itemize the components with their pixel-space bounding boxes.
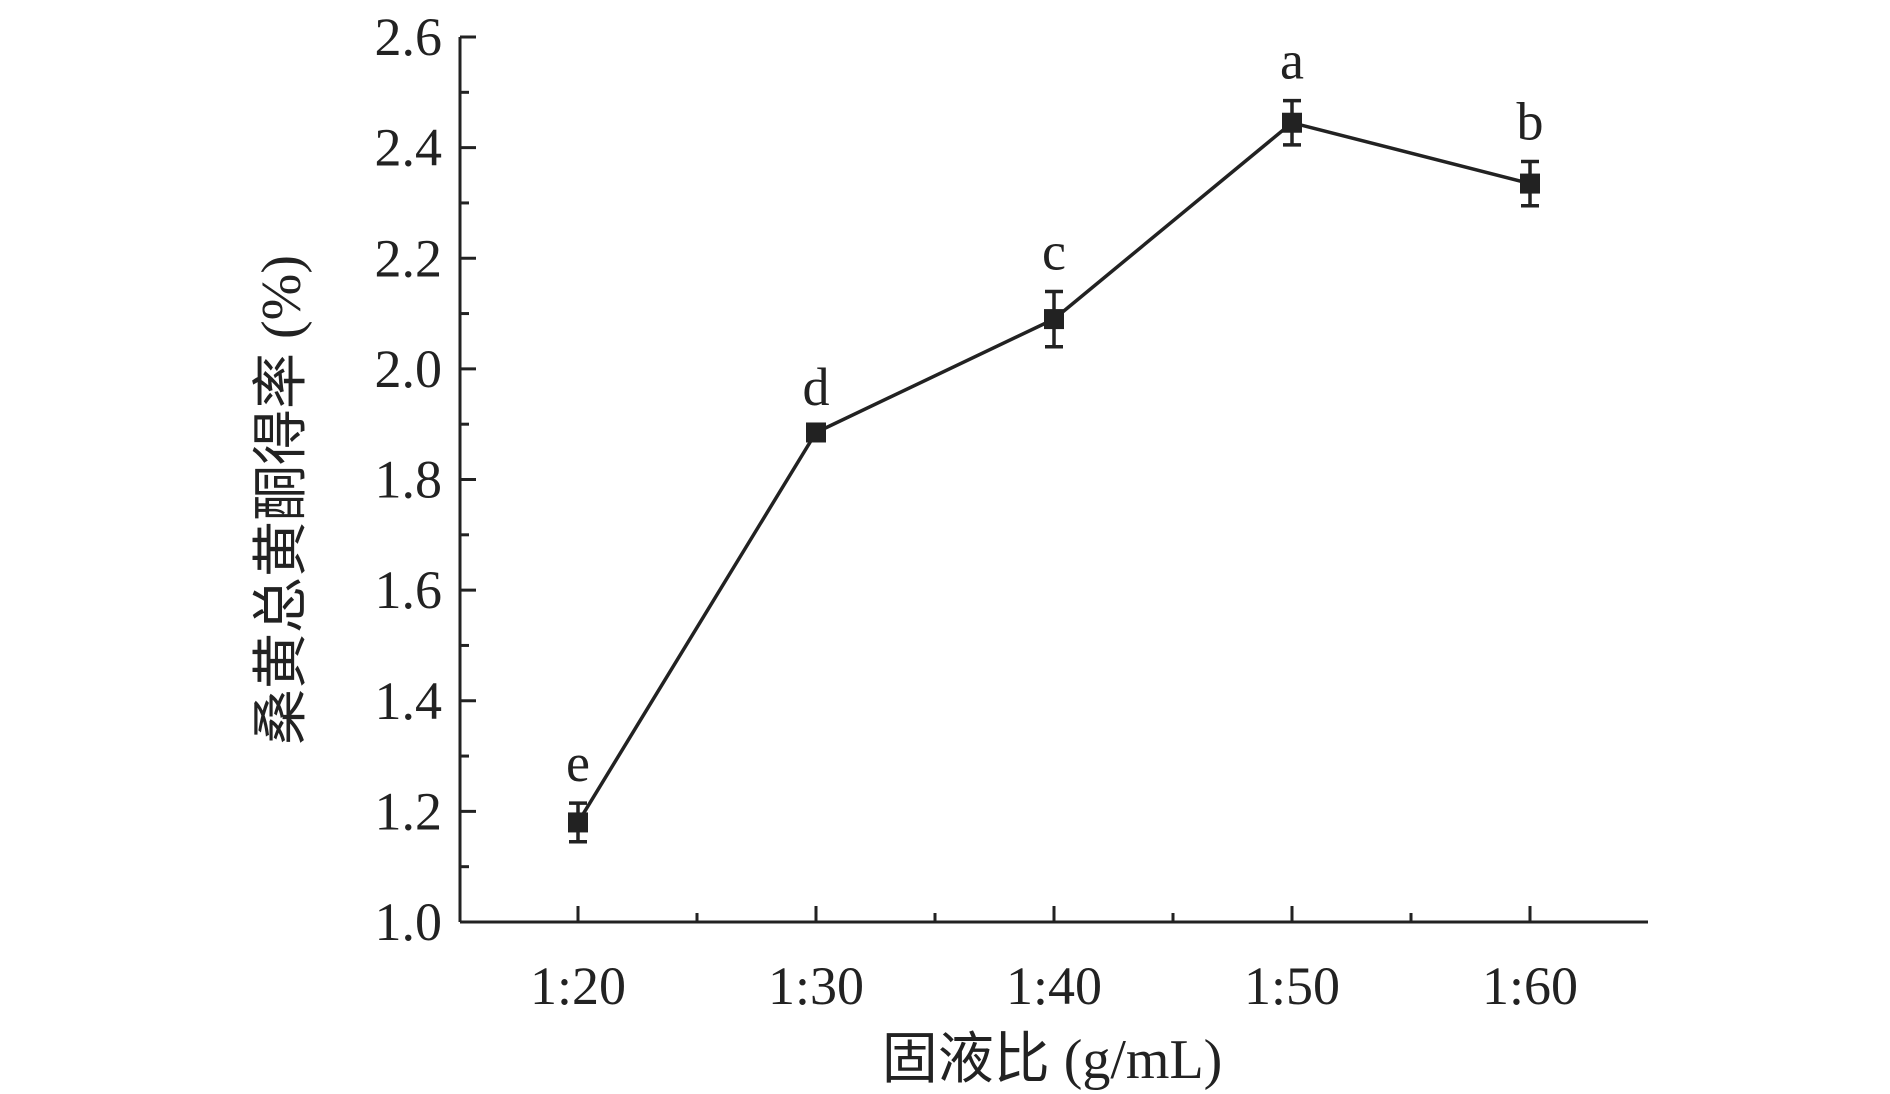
- data-point: [568, 812, 588, 833]
- data-point: [1044, 309, 1064, 330]
- x-tick-label: 1:20: [530, 956, 626, 1016]
- y-tick-label: 1.2: [375, 781, 443, 841]
- significance-label: a: [1280, 31, 1304, 91]
- x-axis-title: 固液比 (g/mL): [882, 1029, 1223, 1091]
- data-point: [806, 422, 826, 443]
- y-tick-label: 2.4: [375, 118, 443, 178]
- y-tick-label: 2.6: [375, 7, 443, 67]
- significance-label: e: [566, 733, 590, 793]
- series-group: e d c a b: [566, 31, 1544, 844]
- x-axis-ticks: 1:20 1:30 1:40 1:50 1:60: [530, 906, 1578, 1016]
- x-tick-label: 1:40: [1006, 956, 1102, 1016]
- significance-label: d: [803, 357, 830, 417]
- x-tick-label: 1:60: [1482, 956, 1578, 1016]
- x-tick-label: 1:30: [768, 956, 864, 1016]
- y-tick-label: 1.6: [375, 560, 443, 620]
- data-point: [1520, 173, 1540, 194]
- significance-label: c: [1042, 221, 1066, 281]
- data-point: [1282, 112, 1302, 133]
- y-tick-label: 2.0: [375, 339, 443, 399]
- x-tick-label: 1:50: [1244, 956, 1340, 1016]
- y-tick-label: 1.4: [375, 671, 443, 731]
- y-axis-ticks: 1.0 1.2 1.4 1.6 1.8 2.0 2.2 2.4 2.6: [375, 7, 476, 952]
- y-tick-label: 2.2: [375, 228, 443, 288]
- y-axis-title: 桑黄总黄酮得率 (%): [251, 255, 313, 745]
- y-tick-label: 1.0: [375, 892, 443, 952]
- significance-label: b: [1517, 91, 1544, 151]
- y-tick-label: 1.8: [375, 450, 443, 510]
